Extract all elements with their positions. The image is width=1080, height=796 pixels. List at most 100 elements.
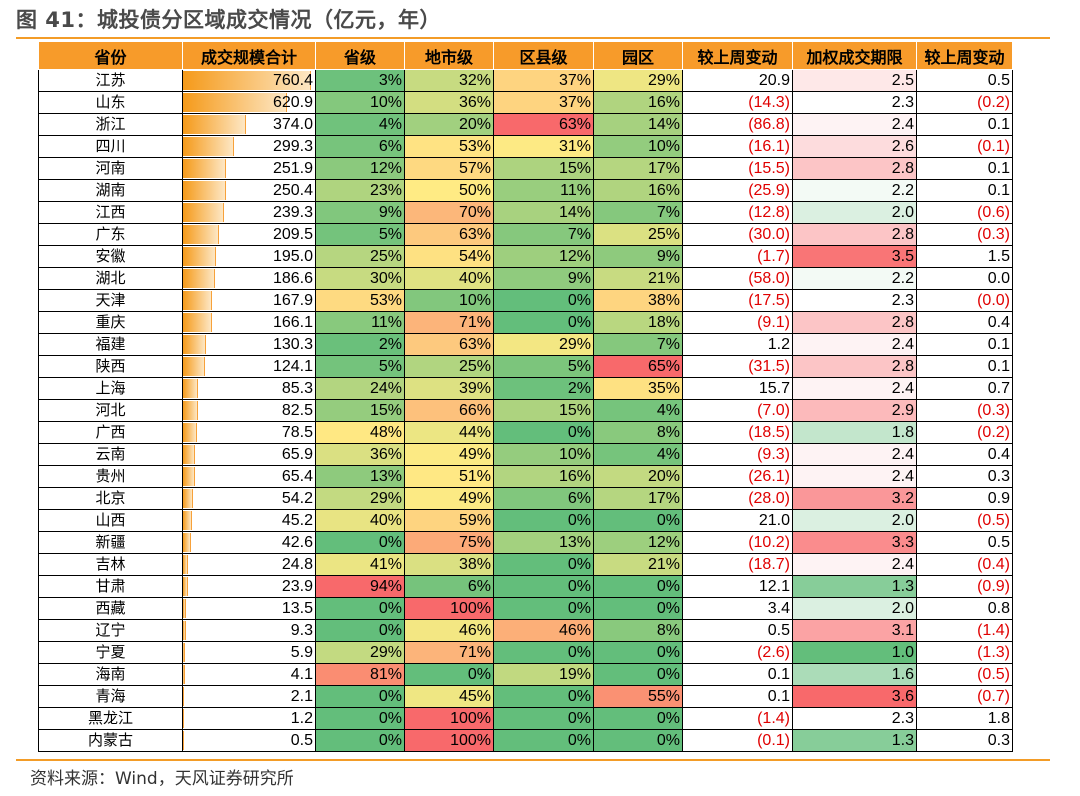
cell-total: 167.9 — [182, 289, 316, 312]
table-row: 四川 299.3 6% 53% 31% 10% (16.1) 2.6 (0.1) — [38, 135, 1013, 158]
volume-bar — [183, 555, 189, 574]
cell-county: 0% — [493, 509, 594, 532]
cell-term-chg: 0.4 — [916, 443, 1013, 466]
cell-province: 四川 — [38, 135, 183, 158]
volume-value: 4.1 — [290, 666, 313, 683]
cell-park: 4% — [593, 443, 683, 466]
cell-vol-chg: 0.5 — [682, 619, 793, 642]
volume-bar — [183, 643, 185, 662]
cell-vol-chg: (15.5) — [682, 157, 793, 180]
cell-total: 186.6 — [182, 267, 316, 290]
table-row: 重庆 166.1 11% 71% 0% 18% (9.1) 2.8 0.4 — [38, 311, 1013, 334]
volume-bar — [183, 71, 311, 90]
bond-trade-table: 省份 成交规模合计 省级 地市级 区县级 园区 较上周变动 加权成交期限 较上周变动 江苏 760… — [38, 41, 1013, 752]
volume-bar — [183, 93, 288, 112]
cell-term: 2.8 — [792, 223, 917, 246]
volume-value: 85.3 — [281, 380, 313, 397]
volume-value: 2.1 — [290, 688, 313, 705]
volume-value: 251.9 — [272, 160, 313, 177]
cell-province: 陕西 — [38, 355, 183, 378]
cell-term: 1.6 — [792, 663, 917, 686]
volume-bar — [183, 181, 226, 200]
cell-term: 2.5 — [792, 69, 917, 92]
cell-term: 2.9 — [792, 399, 917, 422]
column-header: 省份 — [38, 41, 183, 70]
table-row: 山西 45.2 40% 59% 0% 0% 21.0 2.0 (0.5) — [38, 509, 1013, 532]
cell-province: 甘肃 — [38, 575, 183, 598]
cell-county: 0% — [493, 289, 594, 312]
cell-city: 25% — [404, 355, 494, 378]
cell-province: 上海 — [38, 377, 183, 400]
volume-value: 374.0 — [272, 116, 313, 133]
cell-total: 299.3 — [182, 135, 316, 158]
volume-bar — [183, 599, 187, 618]
cell-prov-lvl: 11% — [315, 311, 405, 334]
volume-bar — [183, 203, 224, 222]
cell-park: 55% — [593, 685, 683, 708]
cell-term: 1.3 — [792, 575, 917, 598]
cell-term: 3.2 — [792, 487, 917, 510]
cell-prov-lvl: 5% — [315, 355, 405, 378]
cell-vol-chg: (2.6) — [682, 641, 793, 664]
cell-total: 620.9 — [182, 91, 316, 114]
cell-total: 374.0 — [182, 113, 316, 136]
cell-vol-chg: (1.4) — [682, 707, 793, 730]
cell-province: 湖北 — [38, 267, 183, 290]
volume-value: 23.9 — [281, 578, 313, 595]
cell-term-chg: 0.5 — [916, 69, 1013, 92]
cell-city: 66% — [404, 399, 494, 422]
cell-prov-lvl: 5% — [315, 223, 405, 246]
table-row: 江苏 760.4 3% 32% 37% 29% 20.9 2.5 0.5 — [38, 69, 1013, 92]
cell-term-chg: 0.1 — [916, 179, 1013, 202]
column-header: 省级 — [315, 41, 405, 70]
table-row: 福建 130.3 2% 63% 29% 7% 1.2 2.4 0.1 — [38, 333, 1013, 356]
cell-prov-lvl: 23% — [315, 179, 405, 202]
cell-park: 9% — [593, 245, 683, 268]
cell-province: 辽宁 — [38, 619, 183, 642]
table-row: 西藏 13.5 0% 100% 0% 0% 3.4 2.0 0.8 — [38, 597, 1013, 620]
cell-term-chg: 1.8 — [916, 707, 1013, 730]
cell-park: 38% — [593, 289, 683, 312]
cell-total: 239.3 — [182, 201, 316, 224]
cell-vol-chg: (31.5) — [682, 355, 793, 378]
cell-term-chg: 0.3 — [916, 729, 1013, 752]
table-row: 北京 54.2 29% 49% 6% 17% (28.0) 3.2 0.9 — [38, 487, 1013, 510]
cell-province: 宁夏 — [38, 641, 183, 664]
cell-vol-chg: (1.7) — [682, 245, 793, 268]
volume-bar — [183, 291, 212, 310]
cell-city: 36% — [404, 91, 494, 114]
cell-park: 0% — [593, 729, 683, 752]
cell-prov-lvl: 0% — [315, 685, 405, 708]
cell-city: 0% — [404, 663, 494, 686]
cell-total: 2.1 — [182, 685, 316, 708]
cell-term: 1.3 — [792, 729, 917, 752]
cell-term-chg: 1.5 — [916, 245, 1013, 268]
table-row: 新疆 42.6 0% 75% 13% 12% (10.2) 3.3 0.5 — [38, 531, 1013, 554]
cell-vol-chg: (0.1) — [682, 729, 793, 752]
volume-bar — [183, 379, 199, 398]
table-container: 省份 成交规模合计 省级 地市级 区县级 园区 较上周变动 加权成交期限 较上周变动 江苏 760… — [38, 41, 1013, 752]
cell-vol-chg: (26.1) — [682, 465, 793, 488]
cell-term: 2.2 — [792, 267, 917, 290]
column-header: 加权成交期限 — [792, 41, 917, 70]
cell-city: 71% — [404, 311, 494, 334]
cell-vol-chg: (14.3) — [682, 91, 793, 114]
table-row: 河北 82.5 15% 66% 15% 4% (7.0) 2.9 (0.3) — [38, 399, 1013, 422]
column-header: 园区 — [593, 41, 683, 70]
cell-county: 29% — [493, 333, 594, 356]
table-row: 天津 167.9 53% 10% 0% 38% (17.5) 2.3 (0.0) — [38, 289, 1013, 312]
volume-value: 299.3 — [272, 138, 313, 155]
cell-county: 63% — [493, 113, 594, 136]
cell-total: 24.8 — [182, 553, 316, 576]
cell-vol-chg: (12.8) — [682, 201, 793, 224]
volume-value: 42.6 — [281, 534, 313, 551]
cell-city: 49% — [404, 443, 494, 466]
cell-total: 250.4 — [182, 179, 316, 202]
cell-total: 45.2 — [182, 509, 316, 532]
cell-term: 3.5 — [792, 245, 917, 268]
cell-county: 31% — [493, 135, 594, 158]
volume-value: 166.1 — [272, 314, 313, 331]
cell-term-chg: (0.5) — [916, 663, 1013, 686]
cell-province: 江苏 — [38, 69, 183, 92]
cell-term: 3.1 — [792, 619, 917, 642]
